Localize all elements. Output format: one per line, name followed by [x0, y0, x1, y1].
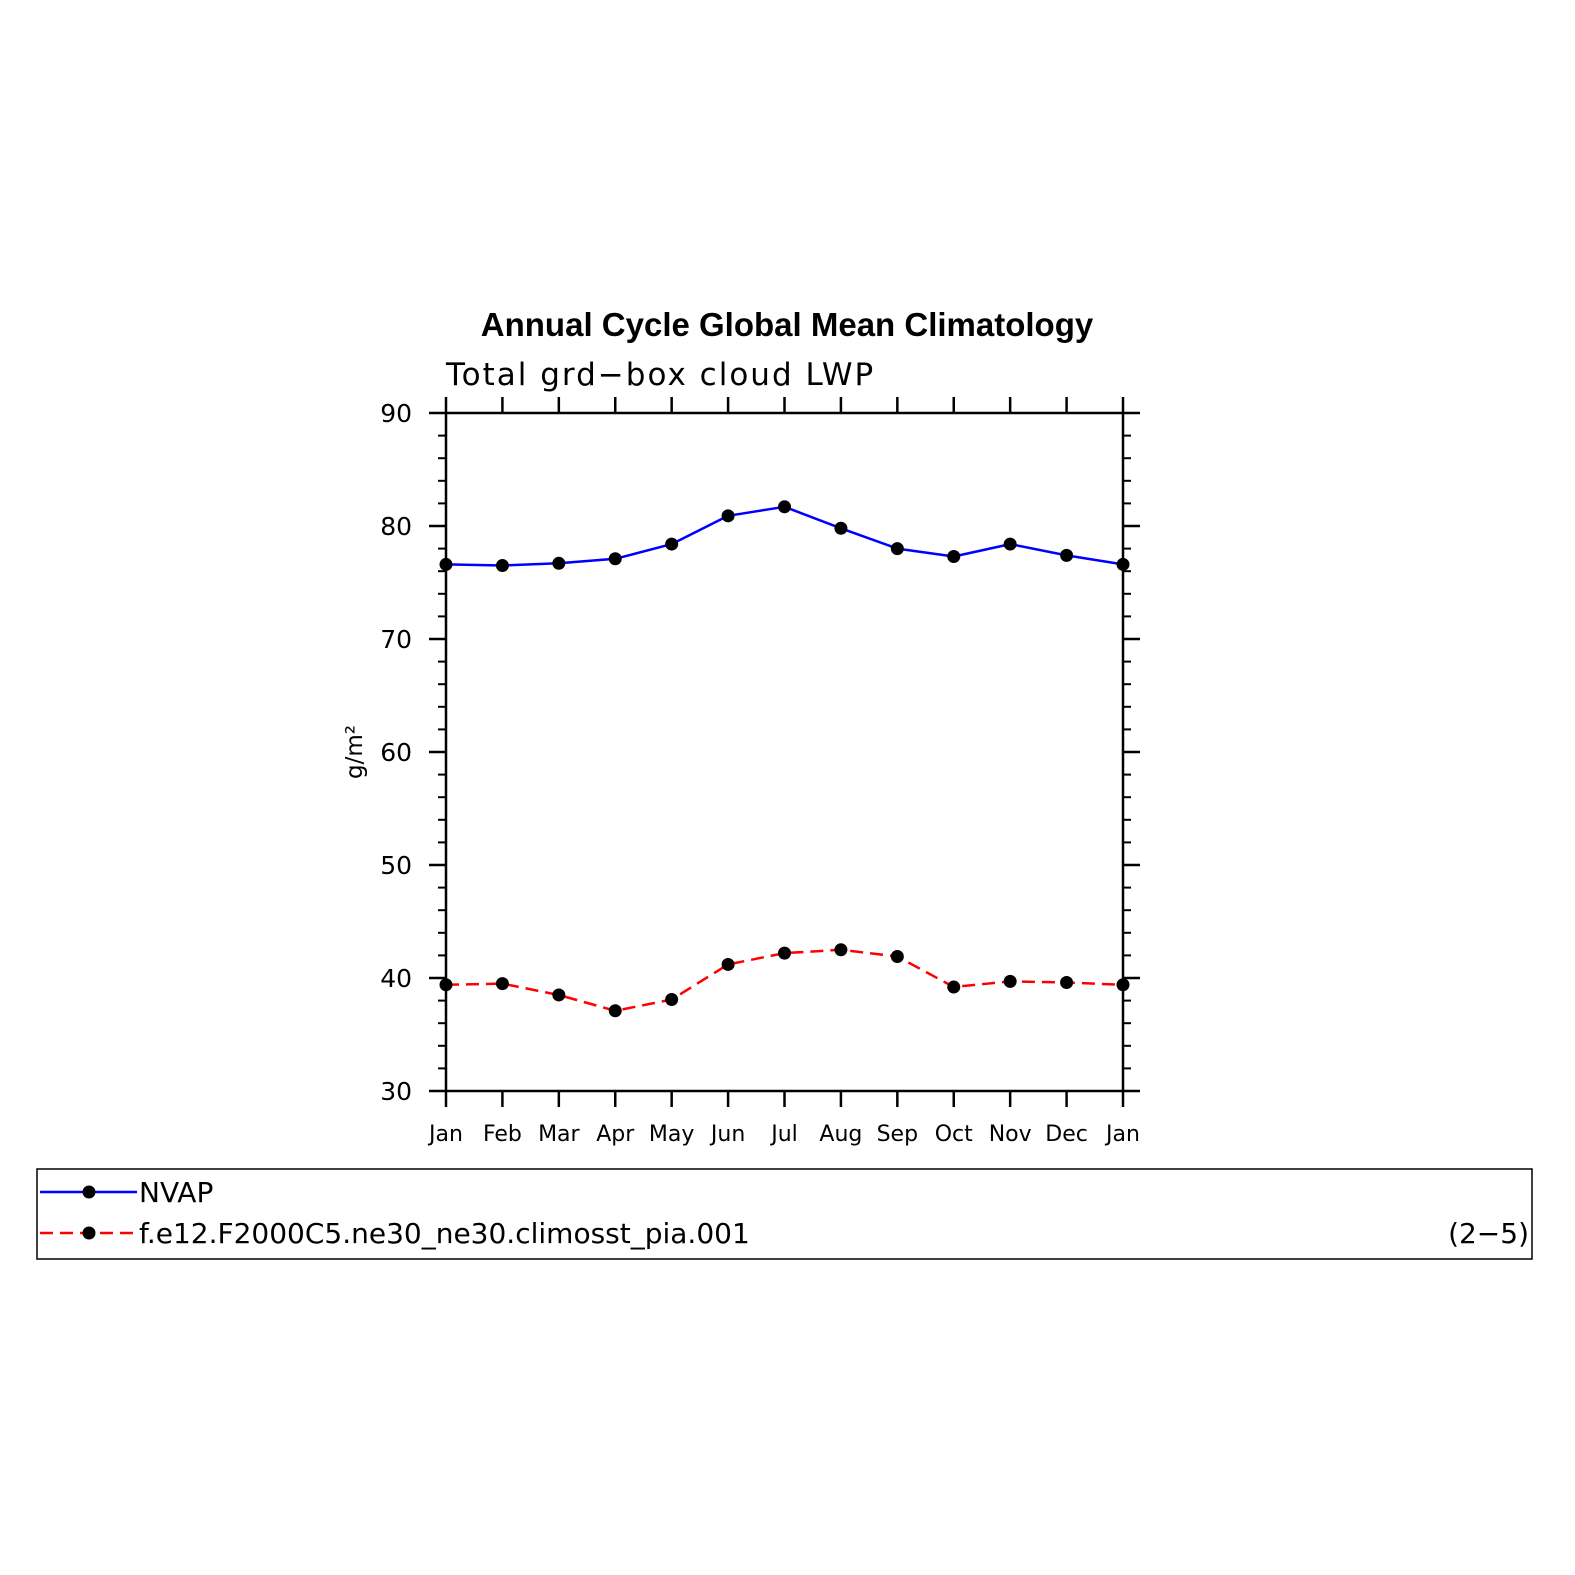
data-point — [439, 978, 453, 992]
data-point — [1003, 974, 1017, 988]
data-point — [778, 500, 791, 514]
x-tick-label: Jan — [427, 1122, 463, 1147]
x-tick-label: Sep — [877, 1122, 918, 1147]
legend-label-1: f.e12.F2000C5.ne30_ne30.climosst_pia.001 — [139, 1217, 750, 1250]
x-tick-label: Dec — [1045, 1122, 1088, 1147]
x-tick-label: Aug — [819, 1122, 862, 1147]
data-point — [608, 1004, 622, 1018]
y-tick-label: 80 — [380, 512, 412, 541]
legend-marker-1 — [82, 1226, 96, 1240]
data-point — [890, 542, 904, 556]
x-tick-labels: Jan Feb Mar Apr May Jun Jul Aug Sep Oct Nov Dec Jan — [427, 1122, 1140, 1147]
y-tick-label: 40 — [380, 964, 412, 993]
x-tick-label: Jun — [709, 1122, 745, 1147]
y-tick-label: 90 — [380, 399, 412, 428]
data-point — [1116, 557, 1130, 571]
legend: NVAP f.e12.F2000C5.ne30_ne30.climosst_pia… — [36, 1168, 1533, 1260]
data-point — [721, 957, 735, 971]
legend-label-0: NVAP — [139, 1176, 213, 1209]
plot-frame — [444, 411, 1125, 1093]
legend-box — [36, 1168, 1533, 1260]
data-point — [1060, 548, 1074, 562]
data-point — [552, 556, 566, 570]
data-point — [947, 980, 961, 994]
x-tick-label: Jul — [769, 1122, 798, 1147]
data-point — [495, 977, 509, 991]
legend-note: (2−5) — [1448, 1217, 1529, 1250]
x-tick-label: Oct — [935, 1122, 973, 1147]
y-tick-label: 60 — [380, 738, 412, 767]
data-point — [778, 946, 791, 960]
data-point — [495, 559, 509, 573]
x-tick-label: Nov — [989, 1122, 1032, 1147]
y-tick-label: 50 — [380, 851, 412, 880]
data-point — [1116, 978, 1130, 992]
data-point — [608, 552, 622, 566]
axis-ticks — [429, 397, 1140, 1107]
legend-entries: NVAP f.e12.F2000C5.ne30_ne30.climosst_pia… — [40, 1176, 750, 1250]
data-point — [1060, 976, 1074, 990]
data-point — [439, 557, 453, 571]
y-tick-label: 70 — [380, 625, 412, 654]
data-point — [834, 521, 848, 535]
y-tick-label: 30 — [380, 1077, 412, 1106]
data-point — [1003, 537, 1017, 551]
data-point — [834, 943, 848, 957]
chart-subtitle: Total grd−box cloud LWP — [445, 357, 875, 393]
data-point — [947, 550, 961, 564]
data-point — [665, 537, 679, 551]
x-tick-label: Feb — [483, 1122, 522, 1147]
data-point — [890, 950, 904, 964]
data-point — [721, 509, 735, 523]
chart-title: Annual Cycle Global Mean Climatology — [481, 306, 1094, 343]
series-line-0 — [445, 505, 1124, 567]
data-point — [552, 988, 566, 1002]
data-point — [665, 992, 679, 1006]
legend-marker-0 — [82, 1185, 96, 1199]
series-lines — [439, 500, 1130, 1018]
x-tick-label: Jan — [1104, 1122, 1140, 1147]
x-tick-label: Mar — [538, 1122, 580, 1147]
y-tick-labels: 30 40 50 60 70 80 90 — [380, 399, 412, 1106]
y-axis-label: g/m² — [342, 725, 368, 779]
x-tick-label: May — [649, 1122, 694, 1147]
x-tick-label: Apr — [596, 1122, 635, 1147]
